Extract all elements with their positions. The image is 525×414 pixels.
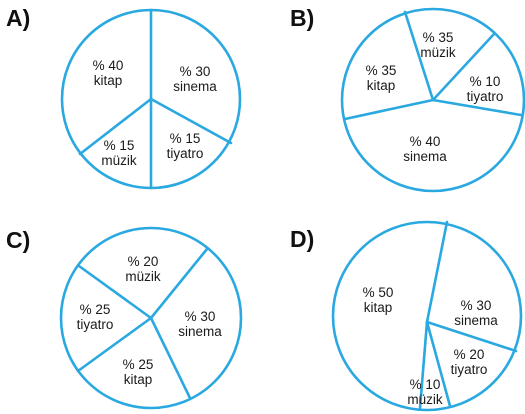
slice-percent-label: % 20 xyxy=(128,254,159,269)
slice-percent-label: % 30 xyxy=(180,64,211,79)
option-letter-c: C) xyxy=(6,227,30,253)
slice-percent-label: % 40 xyxy=(410,134,441,149)
slice-category-label: tiyatro xyxy=(167,146,204,161)
slice-percent-label: % 35 xyxy=(366,63,397,78)
slice-percent-label: % 15 xyxy=(170,131,201,146)
slice-percent-label: % 40 xyxy=(93,58,124,73)
slice-divider xyxy=(78,97,153,156)
slice-percent-label: % 30 xyxy=(185,309,216,324)
slice-divider xyxy=(77,264,153,320)
slice-category-label: müzik xyxy=(125,269,161,284)
slice-divider xyxy=(425,320,452,408)
slice-percent-label: % 15 xyxy=(104,138,135,153)
slice-percent-label: % 35 xyxy=(423,30,454,45)
pie-outline xyxy=(340,7,525,193)
slice-category-label: kitap xyxy=(124,372,153,387)
slice-divider xyxy=(431,32,496,102)
slice-percent-label: % 30 xyxy=(461,298,492,313)
option-letter-d: D) xyxy=(290,226,314,252)
slice-percent-label: % 50 xyxy=(363,285,394,300)
slice-category-label: sinema xyxy=(178,324,222,339)
slice-percent-label: % 10 xyxy=(410,377,441,392)
slice-category-label: sinema xyxy=(173,79,217,94)
slice-category-label: müzik xyxy=(420,45,456,60)
slice-percent-label: % 25 xyxy=(123,357,154,372)
slice-divider xyxy=(425,320,518,353)
slice-divider xyxy=(149,247,209,320)
slice-category-label: tiyatro xyxy=(77,317,114,332)
pie-outline xyxy=(59,226,243,410)
slice-category-label: tiyatro xyxy=(467,89,504,104)
slice-category-label: kitap xyxy=(367,78,396,93)
slice-percent-label: % 10 xyxy=(470,74,501,89)
slice-divider xyxy=(425,220,449,324)
slice-category-label: kitap xyxy=(94,73,123,88)
slice-divider xyxy=(343,98,435,121)
option-letter-b: B) xyxy=(290,5,314,31)
slice-category-label: müzik xyxy=(407,392,443,407)
slice-percent-label: % 20 xyxy=(454,347,485,362)
pie-outline xyxy=(331,220,523,412)
slice-category-label: kitap xyxy=(364,300,393,315)
slice-category-label: sinema xyxy=(403,149,447,164)
slice-percent-label: % 25 xyxy=(80,302,111,317)
slice-divider xyxy=(149,316,192,400)
slice-divider xyxy=(403,10,435,102)
option-letter-a: A) xyxy=(6,5,30,31)
slice-divider xyxy=(418,320,429,410)
slice-divider xyxy=(431,98,523,117)
slice-category-label: sinema xyxy=(454,313,498,328)
slice-category-label: tiyatro xyxy=(451,362,488,377)
slice-category-label: müzik xyxy=(101,153,137,168)
slice-divider xyxy=(149,97,233,145)
slice-divider xyxy=(76,316,153,373)
